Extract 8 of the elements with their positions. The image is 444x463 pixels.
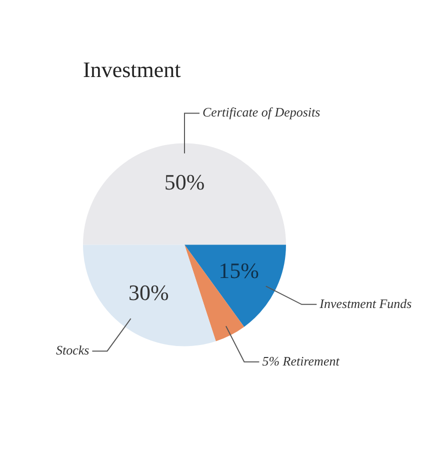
data-label: 50% (164, 170, 205, 195)
slice-label: 5% Retirement (262, 353, 340, 368)
chart-title: Investment (83, 56, 181, 82)
slice-label: Stocks (56, 342, 90, 358)
slice-label: Certificate of Deposits (202, 104, 320, 120)
data-label: 15% (218, 258, 259, 284)
data-label: 30% (128, 280, 169, 305)
slice-label: Investment Funds (318, 296, 412, 311)
